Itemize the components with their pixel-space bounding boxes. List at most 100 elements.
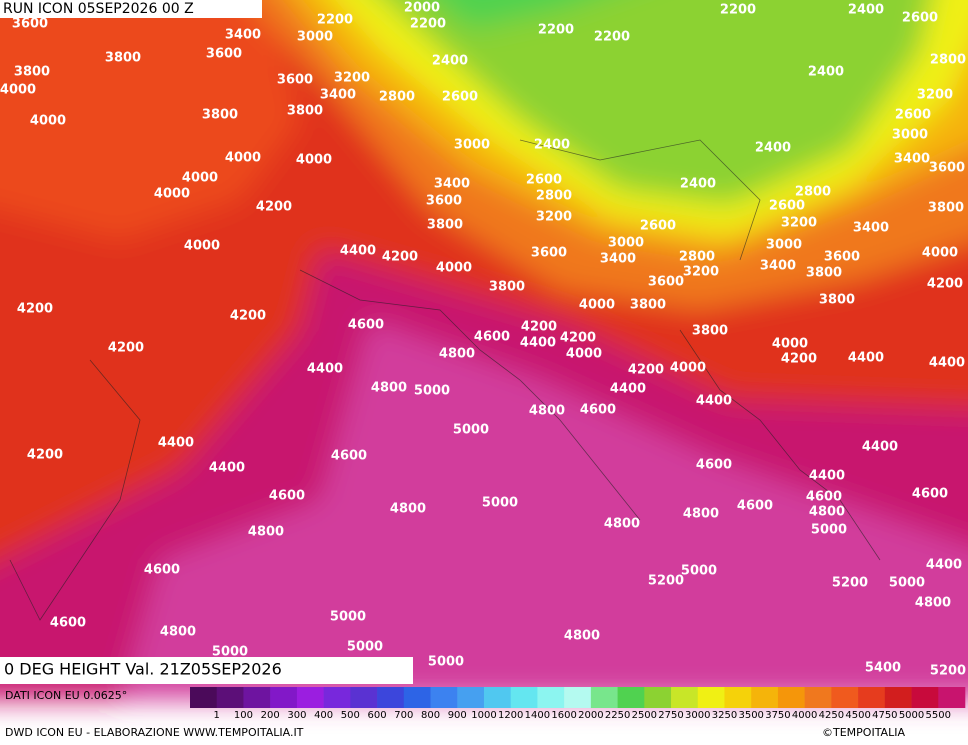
contour-label: 4600: [144, 563, 180, 578]
contour-label: 4000: [0, 83, 36, 98]
colorbar-swatch: [457, 687, 485, 708]
contour-label: 4400: [520, 336, 556, 351]
contour-label: 4800: [390, 502, 426, 517]
contour-label: 2000: [404, 1, 440, 16]
contour-label: 2400: [680, 177, 716, 192]
colorbar-swatch: [884, 687, 912, 708]
contour-label: 2600: [895, 108, 931, 123]
colorbar-swatch: [938, 687, 966, 708]
contour-label: 5000: [482, 496, 518, 511]
contour-label: 4200: [521, 320, 557, 335]
contour-label: 4000: [579, 298, 615, 313]
contour-label: 3600: [277, 73, 313, 88]
contour-label: 4400: [340, 244, 376, 259]
colorbar-swatch: [270, 687, 298, 708]
contour-label: 2400: [755, 141, 791, 156]
contour-label: 2600: [442, 90, 478, 105]
colorbar-swatch: [617, 687, 645, 708]
contour-label: 4200: [230, 309, 266, 324]
contour-label: 3800: [819, 293, 855, 308]
colorbar-label: 5500: [926, 710, 951, 721]
colorbar-label: 2500: [632, 710, 657, 721]
contour-label: 2600: [640, 219, 676, 234]
colorbar-swatch: [243, 687, 271, 708]
contour-label: 4000: [922, 246, 958, 261]
contour-label: 5000: [889, 576, 925, 591]
contour-label: 4600: [50, 616, 86, 631]
contour-label: 3200: [917, 88, 953, 103]
contour-label: 4800: [915, 596, 951, 611]
contour-label: 4400: [862, 440, 898, 455]
contour-label: 3200: [683, 265, 719, 280]
contour-label: 5000: [428, 655, 464, 670]
colorbar-label: 2000: [578, 710, 603, 721]
colorbar-label: 4250: [819, 710, 844, 721]
contour-label: 5200: [648, 574, 684, 589]
colorbar-label: 3000: [685, 710, 710, 721]
contour-label: 2600: [902, 11, 938, 26]
contour-label: 4600: [269, 489, 305, 504]
contour-label: 3000: [297, 30, 333, 45]
contour-label: 3800: [105, 51, 141, 66]
contour-label: 3400: [894, 152, 930, 167]
source-label: DATI ICON EU 0.0625°: [5, 689, 127, 702]
contour-label: 3800: [202, 108, 238, 123]
contour-label: 4000: [225, 151, 261, 166]
colorbar-swatch: [537, 687, 565, 708]
colorbar-swatch: [190, 687, 218, 708]
contour-label: 3800: [692, 324, 728, 339]
colorbar-swatch: [323, 687, 351, 708]
contour-label: 3000: [608, 236, 644, 251]
contour-label: 5000: [681, 564, 717, 579]
contour-label: 4600: [474, 330, 510, 345]
contour-label: 4000: [436, 261, 472, 276]
contour-label: 3600: [824, 250, 860, 265]
colorbar-swatch: [564, 687, 592, 708]
contour-label: 4800: [529, 404, 565, 419]
contour-label: 4800: [564, 629, 600, 644]
contour-label: 3600: [531, 246, 567, 261]
contour-label: 4200: [108, 341, 144, 356]
contour-label: 4800: [604, 517, 640, 532]
run-box: [0, 0, 262, 18]
colorbar-swatch: [911, 687, 939, 708]
contour-label: 3200: [536, 210, 572, 225]
contour-label: 4200: [628, 363, 664, 378]
contour-label: 3000: [892, 128, 928, 143]
contour-label: 4000: [566, 347, 602, 362]
colorbar-swatch: [483, 687, 511, 708]
contour-label: 3400: [600, 252, 636, 267]
contour-label: 4600: [737, 499, 773, 514]
colorbar-swatch: [403, 687, 431, 708]
contour-label: 2800: [795, 185, 831, 200]
contour-label: 4800: [809, 505, 845, 520]
contour-label: 5000: [453, 423, 489, 438]
contour-label: 2800: [679, 250, 715, 265]
colorbar-label: 3750: [765, 710, 790, 721]
contour-label: 2200: [538, 23, 574, 38]
contour-label: 3000: [766, 238, 802, 253]
contour-label: 3600: [206, 47, 242, 62]
contour-label: 3400: [853, 221, 889, 236]
contour-label: 5400: [865, 661, 901, 676]
colorbar-label: 4750: [872, 710, 897, 721]
contour-label: 3600: [426, 194, 462, 209]
colorbar-swatch: [590, 687, 618, 708]
run-label: RUN ICON 05SEP2026 00 Z: [3, 1, 194, 17]
contour-label: 4800: [371, 381, 407, 396]
contour-label: 2200: [317, 13, 353, 28]
contour-label: 3800: [427, 218, 463, 233]
colorbar-swatch: [671, 687, 699, 708]
contour-label: 4000: [184, 239, 220, 254]
colorbar-label: 1000: [471, 710, 496, 721]
contour-label: 2400: [848, 3, 884, 18]
contour-label: 3600: [12, 17, 48, 32]
contour-label: 4400: [929, 356, 965, 371]
contour-label: 3800: [489, 280, 525, 295]
colorbar-label: 1600: [551, 710, 576, 721]
colorbar-swatch: [697, 687, 725, 708]
colorbar-label: 900: [448, 710, 467, 721]
colorbar-label: 3250: [712, 710, 737, 721]
colorbar-label: 200: [261, 710, 280, 721]
